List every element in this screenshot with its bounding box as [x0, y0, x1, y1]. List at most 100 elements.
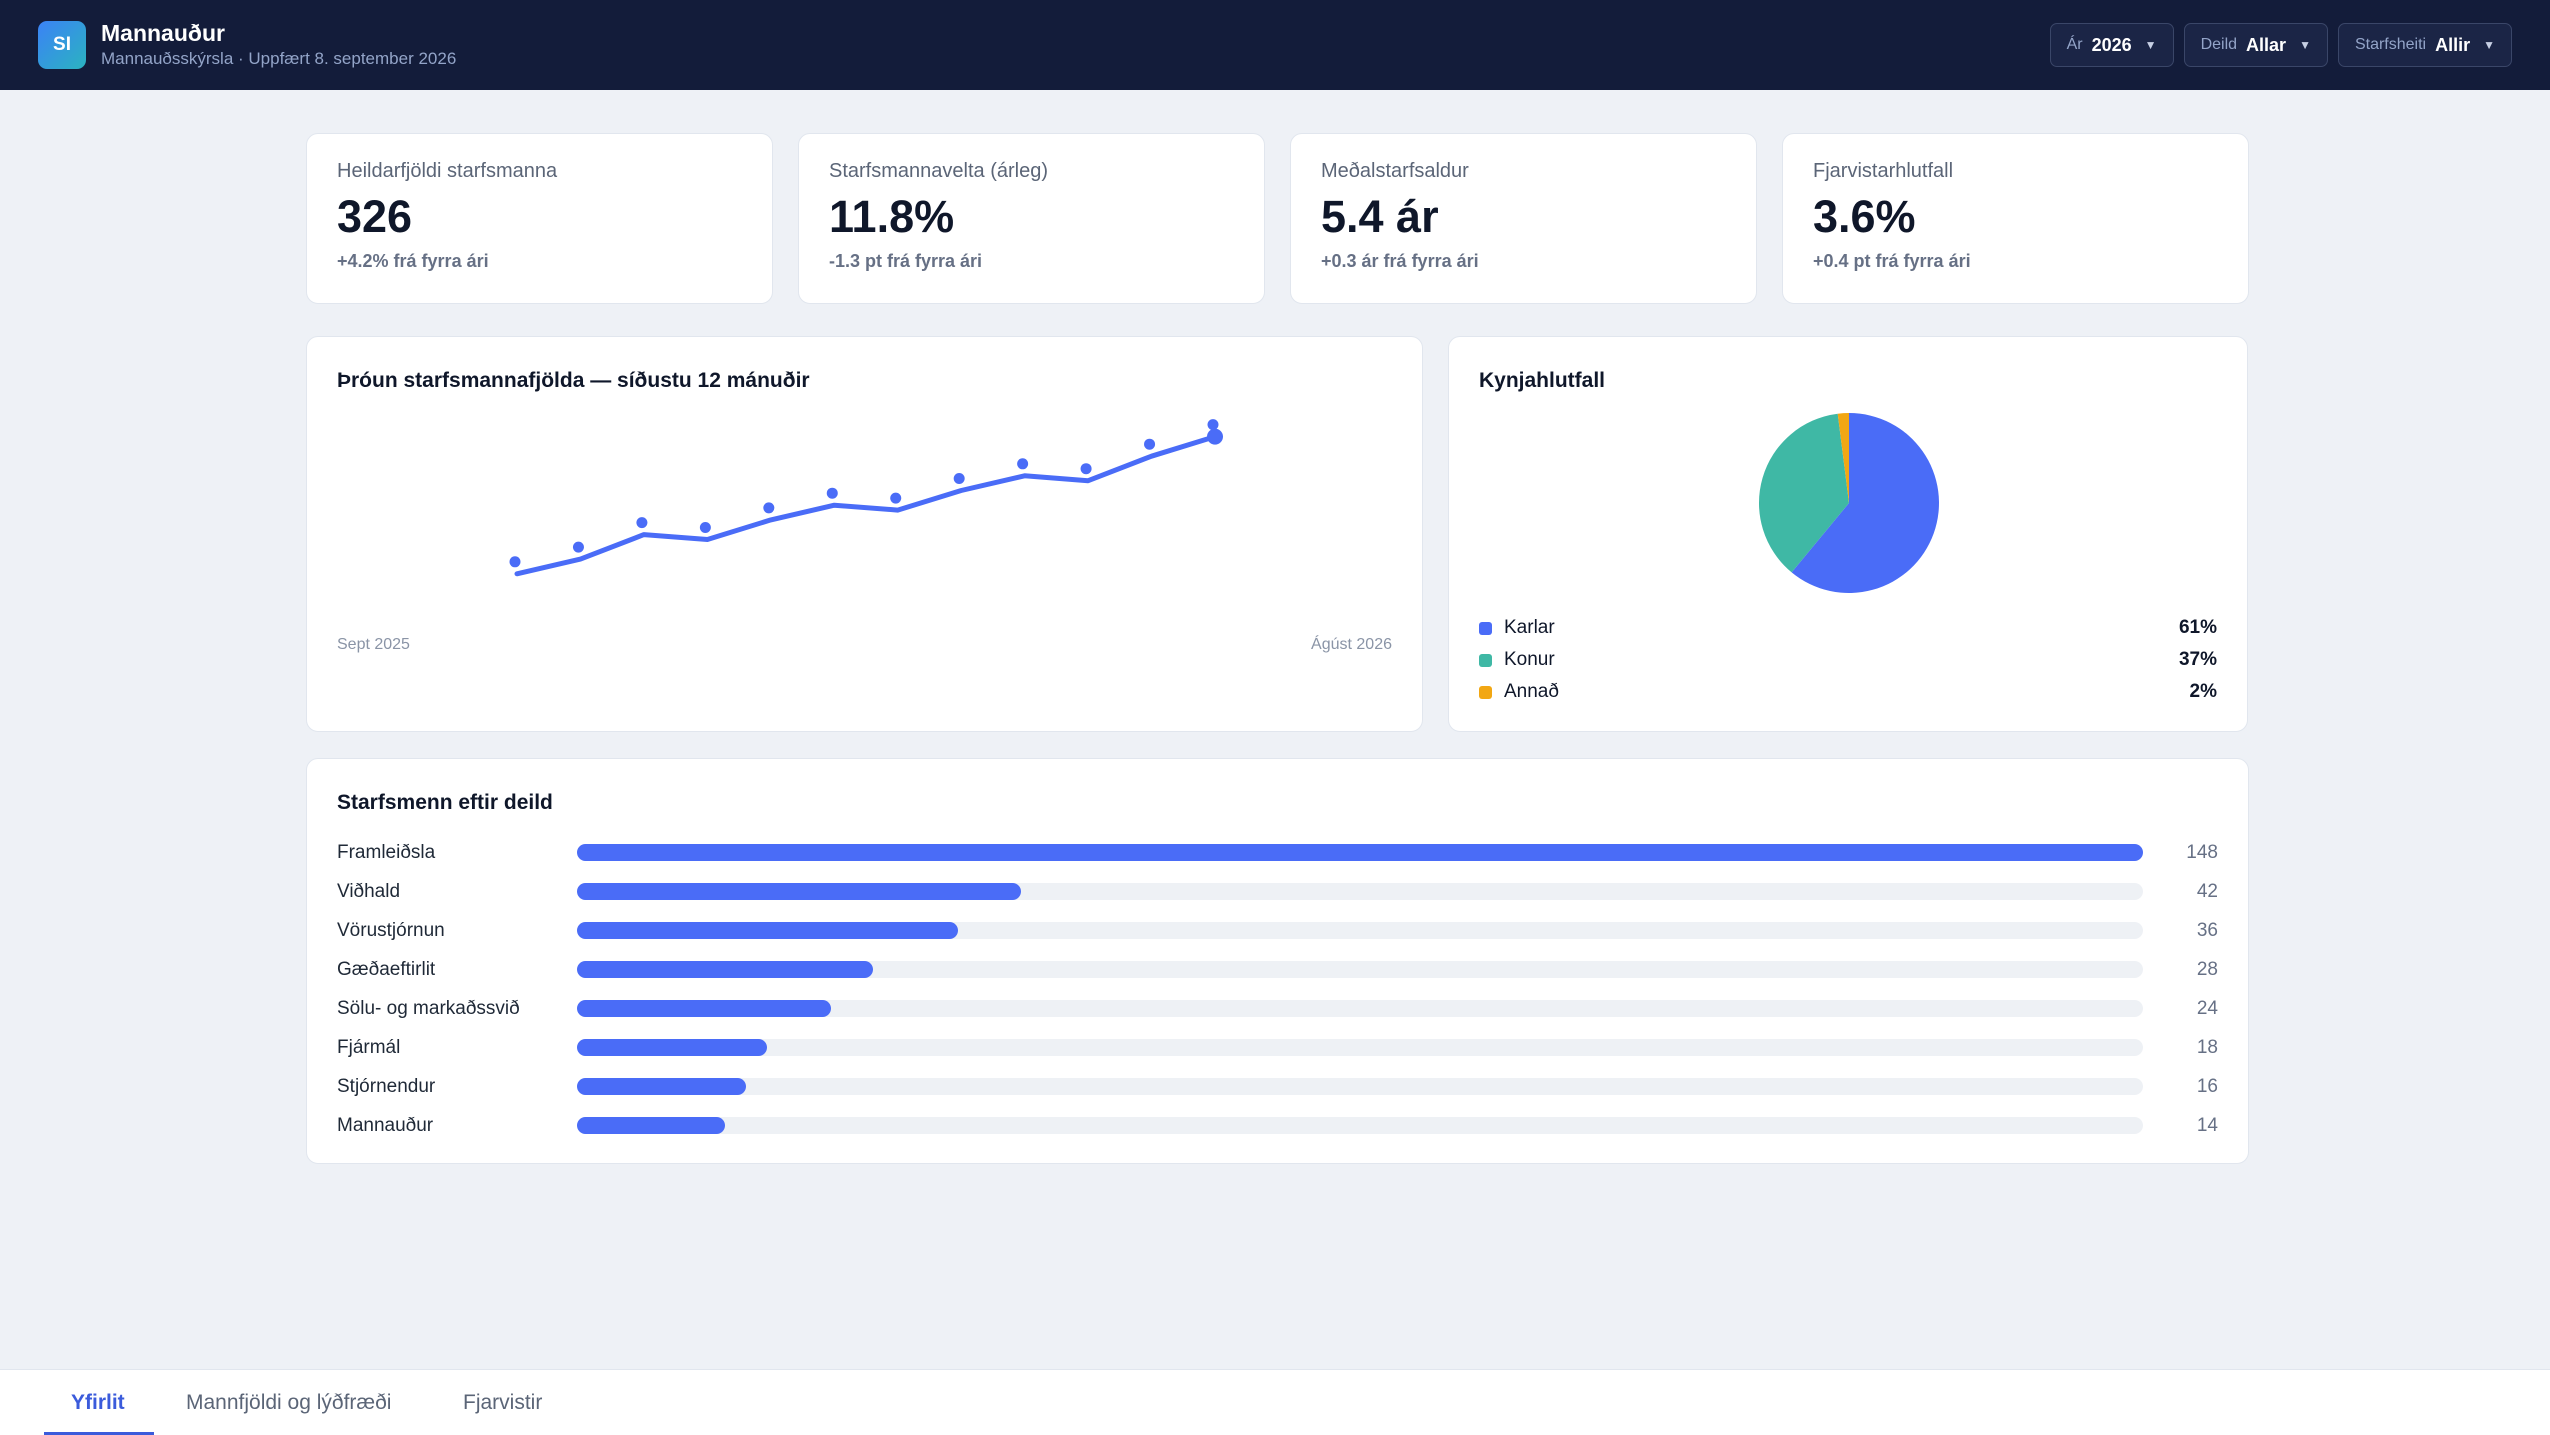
kpi-card-tenure: Meðalstarfsaldur 5.4 ár +0.3 ár frá fyrr… [1290, 133, 1757, 304]
filter-department-label: Deild [2200, 36, 2238, 53]
x-axis-start-label: Sept 2025 [337, 636, 410, 653]
department-count: 16 [2196, 1075, 2218, 1097]
legend-value: 37% [2178, 649, 2217, 670]
filter-jobtitle-value: Allir [2435, 34, 2471, 55]
department-count: 42 [2196, 880, 2218, 902]
department-bar-track [577, 844, 2143, 861]
department-bar [577, 1078, 747, 1095]
department-row[interactable]: Vörustjórnun 36 [337, 911, 2218, 950]
departments-card: Starfsmenn eftir deild Framleiðsla 148 Við… [306, 758, 2249, 1164]
department-row[interactable]: Framleiðsla 148 [337, 833, 2218, 872]
chevron-down-icon: ▼ [2483, 38, 2495, 52]
legend-label: Karlar [1504, 617, 1555, 638]
headcount-point[interactable] [890, 492, 902, 504]
tab-demographics[interactable]: Mannfjöldi og lýðfræði [186, 1391, 392, 1414]
filter-bar: Ár 2026 ▼ Deild Allar ▼ Starfsheiti Alli… [2049, 23, 2512, 67]
kpi-label: Fjarvistarhlutfall [1813, 160, 1954, 182]
department-bar-track [577, 961, 2143, 978]
headcount-point[interactable] [1207, 419, 1219, 431]
top-bar: SI Mannauður Mannauðsskýrsla · Uppfært 8… [0, 0, 2550, 90]
headcount-point[interactable] [826, 487, 838, 499]
department-bar [577, 961, 874, 978]
kpi-delta: -1.3 pt frá fyrra ári [829, 251, 983, 271]
department-row[interactable]: Stjórnendur 16 [337, 1067, 2218, 1106]
pie-slice-karlar[interactable] [1791, 413, 1939, 593]
headcount-point[interactable] [699, 522, 711, 533]
department-bar-track [577, 1117, 2143, 1134]
app-logo: SI [38, 21, 86, 69]
chevron-down-icon: ▼ [2144, 38, 2157, 52]
headcount-point[interactable] [1144, 438, 1156, 450]
department-bar-track [577, 883, 2143, 900]
department-bar [577, 1039, 768, 1056]
department-row[interactable]: Gæðaeftirlit 28 [337, 950, 2218, 989]
headcount-point[interactable] [953, 473, 965, 484]
app-subtitle: Mannauðsskýrsla · Uppfært 8. september 2… [101, 49, 457, 68]
headcount-series-line [514, 434, 1218, 577]
department-row[interactable]: Sölu- og markaðssvið 24 [337, 989, 2218, 1028]
department-bar-track [577, 1039, 2143, 1056]
headcount-point[interactable] [509, 556, 521, 568]
headcount-chart-title: Þróun starfsmannafjölda — síðustu 12 mán… [337, 369, 810, 392]
department-row[interactable]: Mannauður 14 [337, 1106, 2218, 1145]
headcount-point[interactable] [636, 517, 648, 529]
department-name: Sölu- og markaðssvið [337, 997, 520, 1019]
department-count: 28 [2196, 958, 2218, 980]
headcount-trend-card: Þróun starfsmannafjölda — síðustu 12 mán… [306, 336, 1423, 732]
department-count: 14 [2196, 1114, 2218, 1136]
legend-label: Konur [1504, 649, 1555, 670]
headcount-current-point[interactable] [1207, 428, 1223, 445]
kpi-delta: +4.2% frá fyrra ári [337, 251, 489, 271]
kpi-value: 11.8% [829, 191, 955, 242]
filter-year-select[interactable]: Ár 2026 ▼ [2049, 23, 2174, 67]
pie-slice-konur[interactable] [1758, 413, 1849, 573]
kpi-delta: +0.4 pt frá fyrra ári [1813, 251, 1971, 271]
kpi-card-headcount: Heildarfjöldi starfsmanna 326 +4.2% frá … [306, 133, 773, 304]
department-bar-track [577, 1000, 2143, 1017]
headcount-point[interactable] [1080, 463, 1092, 475]
filter-department-value: Allar [2246, 34, 2287, 55]
department-bar [577, 922, 958, 939]
filter-year-label: Ár [2066, 36, 2083, 53]
gender-pie-chart [1758, 413, 1939, 593]
headcount-line-chart [509, 419, 1223, 577]
headcount-point[interactable] [572, 541, 584, 553]
legend-item-women: Konur 37% [1479, 644, 2217, 676]
legend-item-men: Karlar 61% [1479, 612, 2217, 644]
kpi-card-turnover: Starfsmannavelta (árleg) 11.8% -1.3 pt f… [798, 133, 1265, 304]
legend-item-other: Annað 2% [1479, 676, 2217, 708]
app-title: Mannauður [101, 20, 225, 46]
legend-swatch [1479, 653, 1492, 667]
headcount-point[interactable] [1017, 458, 1029, 470]
department-row[interactable]: Viðhald 42 [337, 872, 2218, 911]
kpi-label: Starfsmannavelta (árleg) [829, 160, 1048, 182]
department-bar-track [577, 922, 2143, 939]
headcount-point[interactable] [763, 502, 775, 514]
kpi-value: 3.6% [1813, 191, 1916, 242]
x-axis-end-label: Ágúst 2026 [1311, 636, 1392, 653]
bottom-tab-bar: Yfirlit Mannfjöldi og lýðfræði Fjarvisti… [0, 1369, 2550, 1435]
filter-year-value: 2026 [2091, 34, 2132, 55]
department-name: Vörustjórnun [337, 919, 445, 941]
legend-value: 61% [2178, 617, 2217, 638]
department-name: Viðhald [337, 880, 401, 902]
filter-jobtitle-select[interactable]: Starfsheiti Allir ▼ [2337, 23, 2512, 67]
department-row[interactable]: Fjármál 18 [337, 1028, 2218, 1067]
tab-overview[interactable]: Yfirlit [71, 1391, 125, 1414]
gender-ratio-card: Kynjahlutfall Karlar 61% Konur 37% Annað… [1448, 336, 2248, 732]
gender-chart-title: Kynjahlutfall [1479, 369, 1606, 392]
pie-slice-annað[interactable] [1837, 413, 1849, 503]
kpi-label: Heildarfjöldi starfsmanna [337, 160, 558, 182]
kpi-card-absence: Fjarvistarhlutfall 3.6% +0.4 pt frá fyrr… [1782, 133, 2249, 304]
active-tab-indicator [44, 1432, 154, 1435]
department-count: 148 [2186, 841, 2218, 863]
kpi-delta: +0.3 ár frá fyrra ári [1321, 251, 1479, 271]
filter-department-select[interactable]: Deild Allar ▼ [2183, 23, 2328, 67]
department-name: Fjármál [337, 1036, 401, 1058]
department-name: Mannauður [337, 1114, 434, 1136]
chevron-down-icon: ▼ [2299, 38, 2311, 52]
tab-absences[interactable]: Fjarvistir [463, 1391, 543, 1414]
department-bar [577, 1000, 831, 1017]
department-count: 24 [2196, 997, 2218, 1019]
department-bar [577, 844, 2143, 861]
